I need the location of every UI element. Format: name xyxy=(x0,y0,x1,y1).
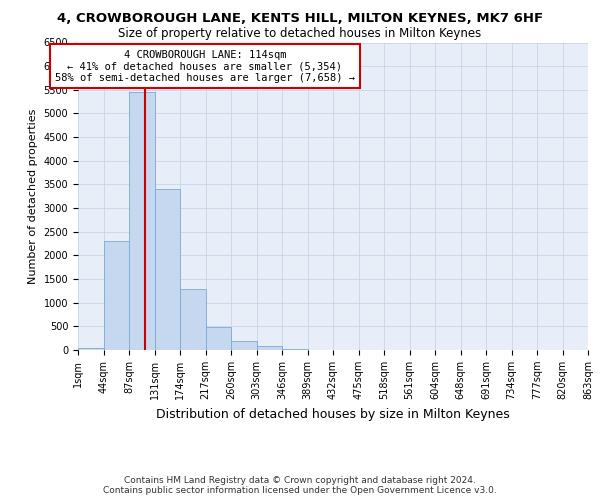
Text: Size of property relative to detached houses in Milton Keynes: Size of property relative to detached ho… xyxy=(118,28,482,40)
Bar xyxy=(282,348,308,350)
Bar xyxy=(78,348,104,350)
Bar xyxy=(155,189,180,350)
X-axis label: Distribution of detached houses by size in Milton Keynes: Distribution of detached houses by size … xyxy=(156,408,510,420)
Bar xyxy=(129,92,155,350)
Bar xyxy=(231,340,257,350)
Text: 4, CROWBOROUGH LANE, KENTS HILL, MILTON KEYNES, MK7 6HF: 4, CROWBOROUGH LANE, KENTS HILL, MILTON … xyxy=(57,12,543,26)
Bar xyxy=(205,328,231,350)
Bar xyxy=(180,288,205,350)
Bar xyxy=(257,346,282,350)
Text: Contains HM Land Registry data © Crown copyright and database right 2024.
Contai: Contains HM Land Registry data © Crown c… xyxy=(103,476,497,495)
Y-axis label: Number of detached properties: Number of detached properties xyxy=(28,108,38,284)
Bar xyxy=(104,241,129,350)
Text: 4 CROWBOROUGH LANE: 114sqm
← 41% of detached houses are smaller (5,354)
58% of s: 4 CROWBOROUGH LANE: 114sqm ← 41% of deta… xyxy=(55,50,355,83)
